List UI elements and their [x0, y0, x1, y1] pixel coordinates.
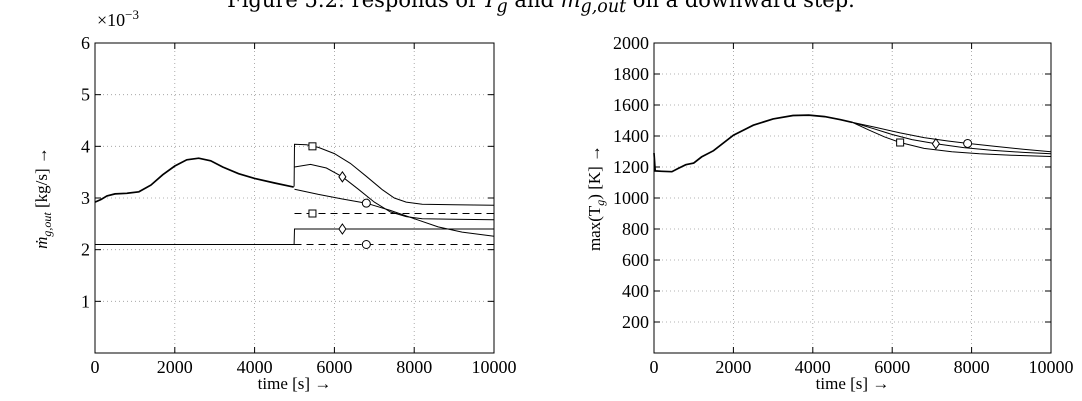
x-tick-label: 6000 [316, 357, 352, 377]
y-tick-label: 1 [81, 291, 90, 311]
x-tick-label: 8000 [396, 357, 432, 377]
square-marker [308, 209, 317, 218]
x-tick-label: 8000 [954, 357, 990, 377]
series-line-0 [94, 157, 294, 203]
series-line-0 [653, 114, 853, 173]
y-tick-label: 1800 [613, 64, 649, 84]
square-marker [896, 138, 905, 147]
caption-suffix: on a downward step. [626, 0, 855, 12]
y-tick-label: 6 [81, 33, 90, 53]
y-tick-label: 1400 [613, 126, 649, 146]
y-tick-label: 800 [622, 219, 649, 239]
y-tick-label: 400 [622, 281, 649, 301]
y-axis-label: ṁg,out [kg/s] → [32, 147, 54, 249]
y-tick-label: 4 [81, 136, 90, 156]
x-tick-label: 10000 [472, 357, 517, 377]
x-tick-label: 0 [91, 357, 100, 377]
series-line-1 [293, 143, 495, 206]
caption-mid: and [507, 0, 561, 12]
y-axis-label: max(Tg) [K] → [585, 145, 607, 251]
series-line-1 [852, 121, 1052, 157]
y-tick-label: 600 [622, 250, 649, 270]
y-tick-label: 3 [81, 188, 90, 208]
circle-marker [963, 138, 973, 148]
x-tick-label: 2000 [715, 357, 751, 377]
x-tick-label: 0 [650, 357, 659, 377]
diamond-marker [338, 223, 347, 235]
caption-t-symbol: T [482, 0, 497, 12]
series-line-3 [852, 121, 1052, 153]
x-tick-label: 4000 [795, 357, 831, 377]
diamond-marker [931, 137, 940, 150]
y-multiplier-label: ×10−3 [97, 7, 139, 30]
y-tick-label: 2 [81, 240, 90, 260]
y-tick-label: 200 [622, 312, 649, 332]
y-tick-label: 2000 [613, 33, 649, 53]
x-tick-label: 2000 [157, 357, 193, 377]
series-line-2 [294, 163, 495, 221]
plot-frame [653, 42, 1052, 354]
diamond-marker [338, 170, 347, 183]
x-tick-label: 10000 [1029, 357, 1074, 377]
square-marker [308, 142, 317, 151]
caption-prefix: Figure 5.2: responds of [227, 0, 483, 12]
y-tick-label: 1600 [613, 95, 649, 115]
y-tick-label: 1200 [613, 157, 649, 177]
circle-marker [361, 240, 371, 249]
x-tick-label: 4000 [237, 357, 273, 377]
y-tick-label: 5 [81, 85, 90, 105]
circle-marker [361, 198, 371, 208]
series-line-3 [294, 188, 495, 237]
x-axis-label: time [s] → [816, 374, 890, 393]
x-tick-label: 6000 [874, 357, 910, 377]
caption-m-symbol: ṁ [560, 0, 581, 12]
caption-m-subscript: g,out [580, 0, 627, 18]
caption-t-subscript: g [496, 0, 508, 18]
figure-caption: Figure 5.2: responds of Tg and ṁg,out on… [0, 0, 1082, 17]
y-tick-label: 1000 [613, 188, 649, 208]
x-axis-label: time [s] → [258, 374, 332, 393]
